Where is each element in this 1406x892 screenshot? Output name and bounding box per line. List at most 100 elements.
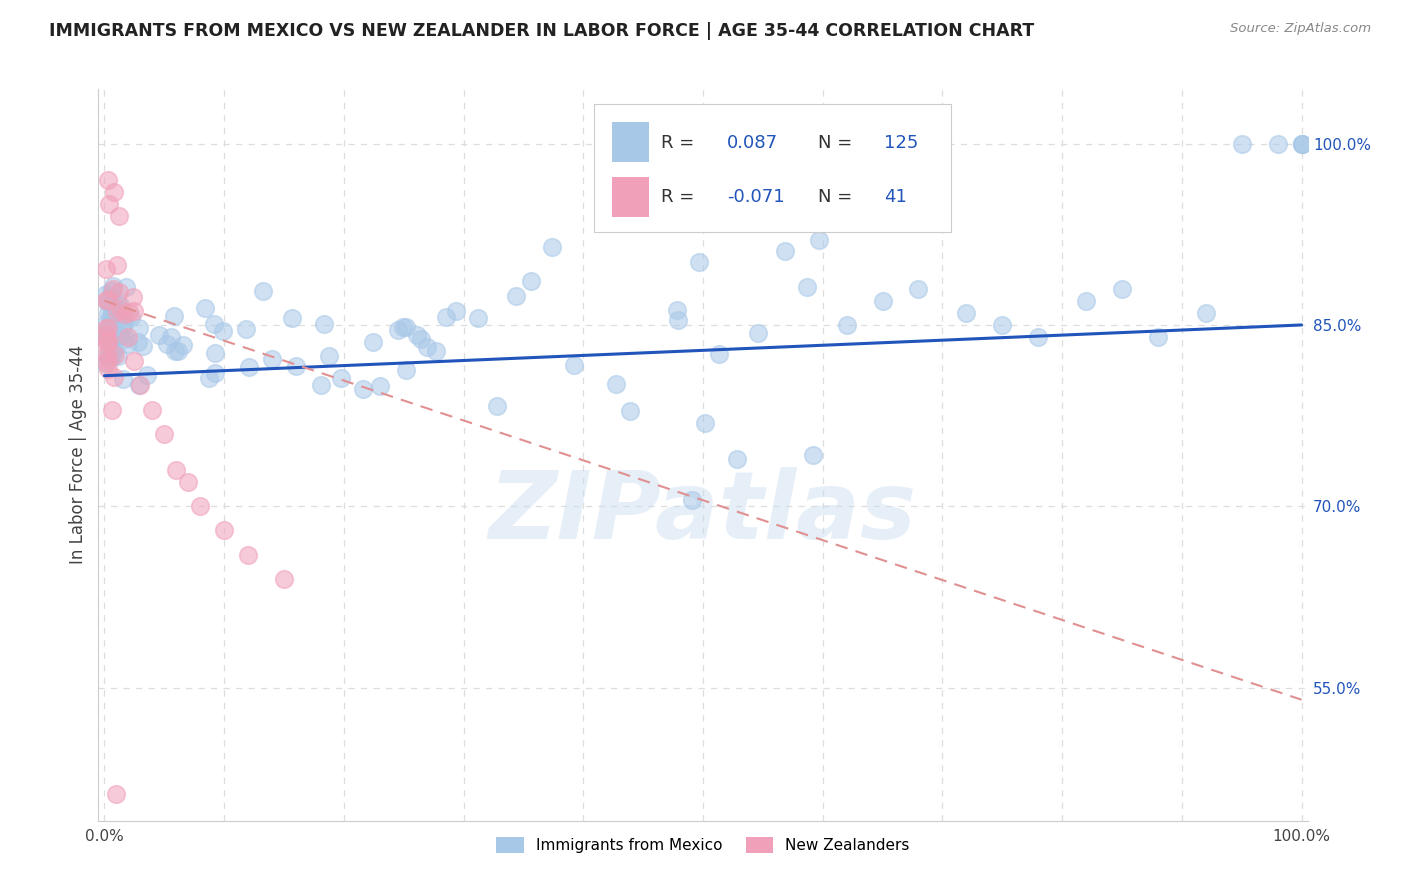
Point [193,301,215,315]
Point [796,280,818,294]
Point [94,357,117,371]
Point [104,307,127,321]
Point [395,363,418,377]
Point [96,336,118,351]
Point [101,318,124,333]
Point [505,288,527,302]
Point [212,325,235,339]
Point [96,295,118,310]
Point [94,320,117,334]
Point [101,305,124,319]
Point [129,378,152,392]
Point [97,362,120,376]
Point [105,787,128,801]
Point [103,307,125,321]
Point [204,366,226,380]
Point [101,345,124,359]
Point [773,244,796,259]
Point [467,310,489,325]
Point [434,310,457,324]
Point [111,318,134,333]
Point [127,334,149,349]
Point [103,344,125,359]
Point [105,296,128,310]
Point [107,209,129,223]
Point [172,337,194,351]
Point [238,359,260,374]
Point [485,400,508,414]
Point [94,326,117,340]
Point [368,378,391,392]
Point [252,285,274,299]
Point [236,548,259,562]
Point [100,284,122,298]
Point [110,298,132,312]
Point [111,372,134,386]
Point [97,349,120,363]
Point [1230,136,1253,151]
Point [907,282,929,296]
Point [1291,136,1313,151]
Point [1147,330,1170,344]
Point [801,448,824,462]
Point [103,185,125,199]
Text: N =: N = [818,188,858,206]
Point [807,233,830,247]
Text: R =: R = [661,134,700,152]
Point [124,354,146,368]
Point [124,304,146,318]
Point [107,349,129,363]
Point [97,352,120,367]
Point [104,330,127,344]
Point [1195,306,1218,320]
Point [665,303,688,318]
Point [103,323,125,337]
Point [117,337,139,351]
Point [409,332,432,346]
FancyBboxPatch shape [595,103,950,232]
Point [94,355,117,369]
Point [104,312,127,326]
Text: IMMIGRANTS FROM MEXICO VS NEW ZEALANDER IN LABOR FORCE | AGE 35-44 CORRELATION C: IMMIGRANTS FROM MEXICO VS NEW ZEALANDER … [49,22,1035,40]
Point [98,334,121,348]
Point [425,343,447,358]
Point [262,351,284,366]
Point [98,331,121,345]
Point [198,371,221,385]
Text: 41: 41 [884,188,907,206]
Point [96,345,118,359]
Point [97,293,120,308]
Point [520,274,543,288]
Point [97,306,120,320]
Point [105,258,128,272]
Point [605,376,627,391]
Point [1111,282,1133,296]
Point [128,321,150,335]
Text: 125: 125 [884,134,918,152]
Point [97,293,120,307]
Point [104,348,127,362]
Point [96,287,118,301]
Point [98,316,121,330]
Point [156,337,179,351]
Point [103,370,125,384]
Point [97,328,120,343]
Point [202,317,225,331]
Point [212,524,235,538]
Text: ZIPatlas: ZIPatlas [489,467,917,559]
Point [204,346,226,360]
Point [94,332,117,346]
Point [108,303,131,318]
Point [101,347,124,361]
Point [101,402,124,417]
Point [132,339,155,353]
Point [114,306,136,320]
Point [688,254,710,268]
Point [1267,136,1289,151]
Point [96,328,118,343]
Point [103,307,125,321]
Point [118,305,141,319]
Point [100,351,122,365]
Legend: Immigrants from Mexico, New Zealanders: Immigrants from Mexico, New Zealanders [489,830,917,861]
Point [281,311,304,326]
